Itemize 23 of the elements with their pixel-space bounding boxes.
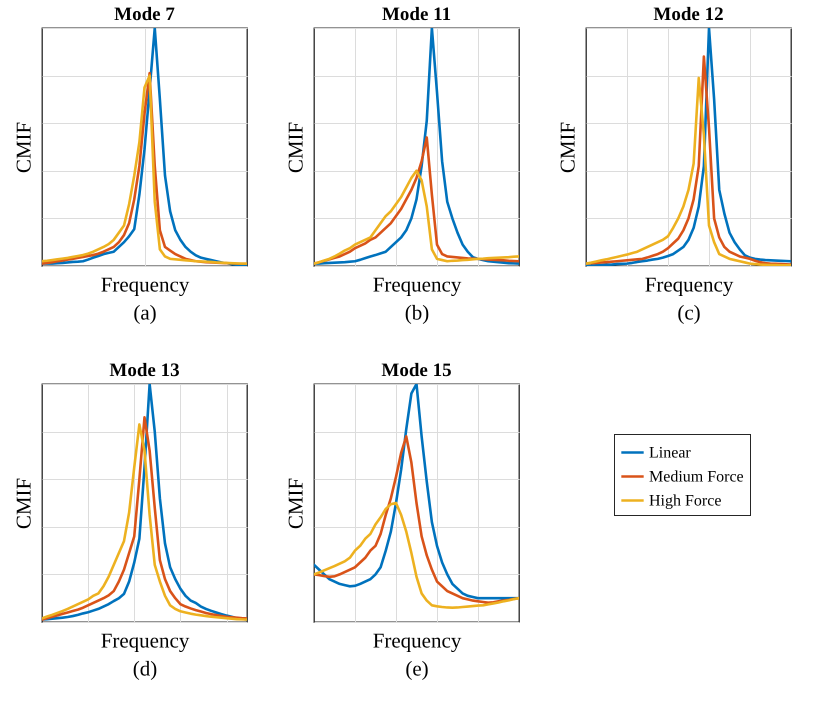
x-axis-title: Frequency [372, 272, 462, 296]
x-axis-title: Frequency [100, 628, 190, 652]
y-axis-title: CMIF [12, 478, 36, 530]
y-axis-title: CMIF [556, 122, 580, 174]
chart-title: Mode 13 [109, 360, 180, 381]
chart-title: Mode 15 [381, 360, 452, 381]
chart-title: Mode 7 [114, 4, 176, 25]
legend-label: Medium Force [649, 468, 744, 486]
y-axis-title: CMIF [284, 122, 308, 174]
text: (a) [133, 300, 157, 324]
text: (e) [405, 656, 429, 680]
x-axis-title: Frequency [644, 272, 734, 296]
y-axis-title: CMIF [284, 478, 308, 530]
y-axis-title: CMIF [12, 122, 36, 174]
legend-label: High Force [649, 492, 722, 510]
text: (b) [404, 300, 430, 324]
legend-label: Linear [649, 444, 692, 462]
x-axis-title: Frequency [100, 272, 190, 296]
text: (d) [132, 656, 158, 680]
x-axis-title: Frequency [372, 628, 462, 652]
text: (c) [677, 300, 701, 324]
chart-title: Mode 11 [382, 4, 452, 25]
chart-title: Mode 12 [653, 4, 724, 25]
